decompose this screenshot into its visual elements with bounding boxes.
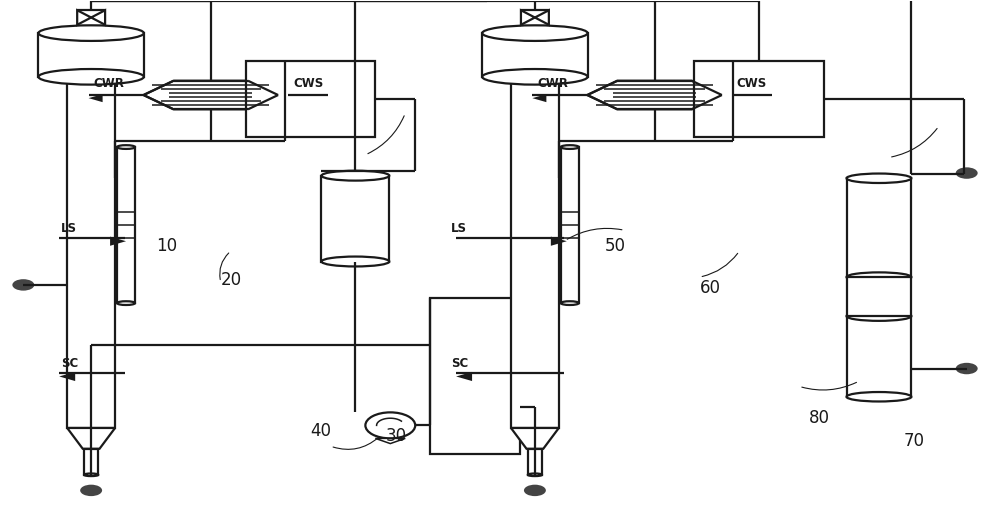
Polygon shape bbox=[375, 438, 405, 444]
Text: 60: 60 bbox=[699, 279, 720, 297]
Bar bbox=[694, 61, 824, 137]
Ellipse shape bbox=[561, 145, 579, 149]
Text: 30: 30 bbox=[385, 427, 406, 445]
Ellipse shape bbox=[84, 473, 98, 476]
Bar bbox=[84, 449, 98, 475]
Polygon shape bbox=[456, 372, 472, 381]
Ellipse shape bbox=[117, 301, 135, 305]
Ellipse shape bbox=[38, 25, 144, 41]
Text: LS: LS bbox=[61, 222, 77, 235]
Polygon shape bbox=[77, 10, 91, 25]
Ellipse shape bbox=[561, 301, 579, 305]
Text: CWR: CWR bbox=[537, 77, 568, 90]
Text: 20: 20 bbox=[221, 271, 242, 289]
Ellipse shape bbox=[847, 272, 911, 282]
Ellipse shape bbox=[482, 25, 588, 41]
Ellipse shape bbox=[528, 473, 542, 476]
Polygon shape bbox=[67, 428, 115, 449]
Ellipse shape bbox=[847, 392, 911, 402]
Ellipse shape bbox=[117, 145, 135, 149]
Polygon shape bbox=[89, 94, 103, 102]
Bar bbox=[67, 72, 115, 428]
Text: CWR: CWR bbox=[94, 77, 125, 90]
Circle shape bbox=[956, 363, 978, 374]
Text: CWS: CWS bbox=[293, 77, 323, 90]
Text: 70: 70 bbox=[904, 432, 925, 450]
Text: 50: 50 bbox=[605, 237, 626, 255]
Polygon shape bbox=[732, 94, 746, 102]
Polygon shape bbox=[91, 10, 105, 25]
Ellipse shape bbox=[482, 69, 588, 85]
Polygon shape bbox=[110, 236, 126, 246]
Text: 40: 40 bbox=[311, 422, 332, 440]
Ellipse shape bbox=[321, 257, 389, 266]
Bar bbox=[561, 147, 579, 303]
Text: SC: SC bbox=[451, 357, 468, 370]
Polygon shape bbox=[143, 81, 278, 109]
Circle shape bbox=[80, 485, 102, 496]
Text: 10: 10 bbox=[156, 237, 177, 255]
Polygon shape bbox=[511, 428, 559, 449]
Ellipse shape bbox=[847, 174, 911, 183]
Polygon shape bbox=[59, 372, 75, 381]
Bar bbox=[482, 33, 588, 77]
Text: 80: 80 bbox=[809, 409, 830, 427]
Polygon shape bbox=[532, 94, 546, 102]
Bar bbox=[117, 147, 135, 303]
Bar bbox=[430, 298, 520, 454]
Polygon shape bbox=[847, 277, 911, 316]
Polygon shape bbox=[587, 81, 722, 109]
Circle shape bbox=[365, 412, 415, 438]
Bar bbox=[38, 33, 144, 77]
Polygon shape bbox=[551, 236, 567, 246]
Polygon shape bbox=[521, 10, 535, 25]
Circle shape bbox=[956, 167, 978, 179]
Text: SC: SC bbox=[61, 357, 78, 370]
Bar bbox=[847, 316, 911, 397]
Text: CWS: CWS bbox=[737, 77, 767, 90]
Bar bbox=[321, 176, 389, 262]
Text: LS: LS bbox=[451, 222, 467, 235]
Polygon shape bbox=[288, 94, 302, 102]
Bar bbox=[528, 449, 542, 475]
Ellipse shape bbox=[38, 69, 144, 85]
Ellipse shape bbox=[847, 311, 911, 321]
Bar bbox=[511, 72, 559, 428]
Bar bbox=[847, 178, 911, 277]
Circle shape bbox=[524, 485, 546, 496]
Bar bbox=[246, 61, 375, 137]
Polygon shape bbox=[535, 10, 549, 25]
Circle shape bbox=[12, 279, 34, 291]
Ellipse shape bbox=[321, 170, 389, 180]
